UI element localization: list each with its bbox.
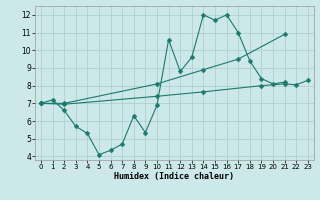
X-axis label: Humidex (Indice chaleur): Humidex (Indice chaleur) xyxy=(115,172,235,181)
